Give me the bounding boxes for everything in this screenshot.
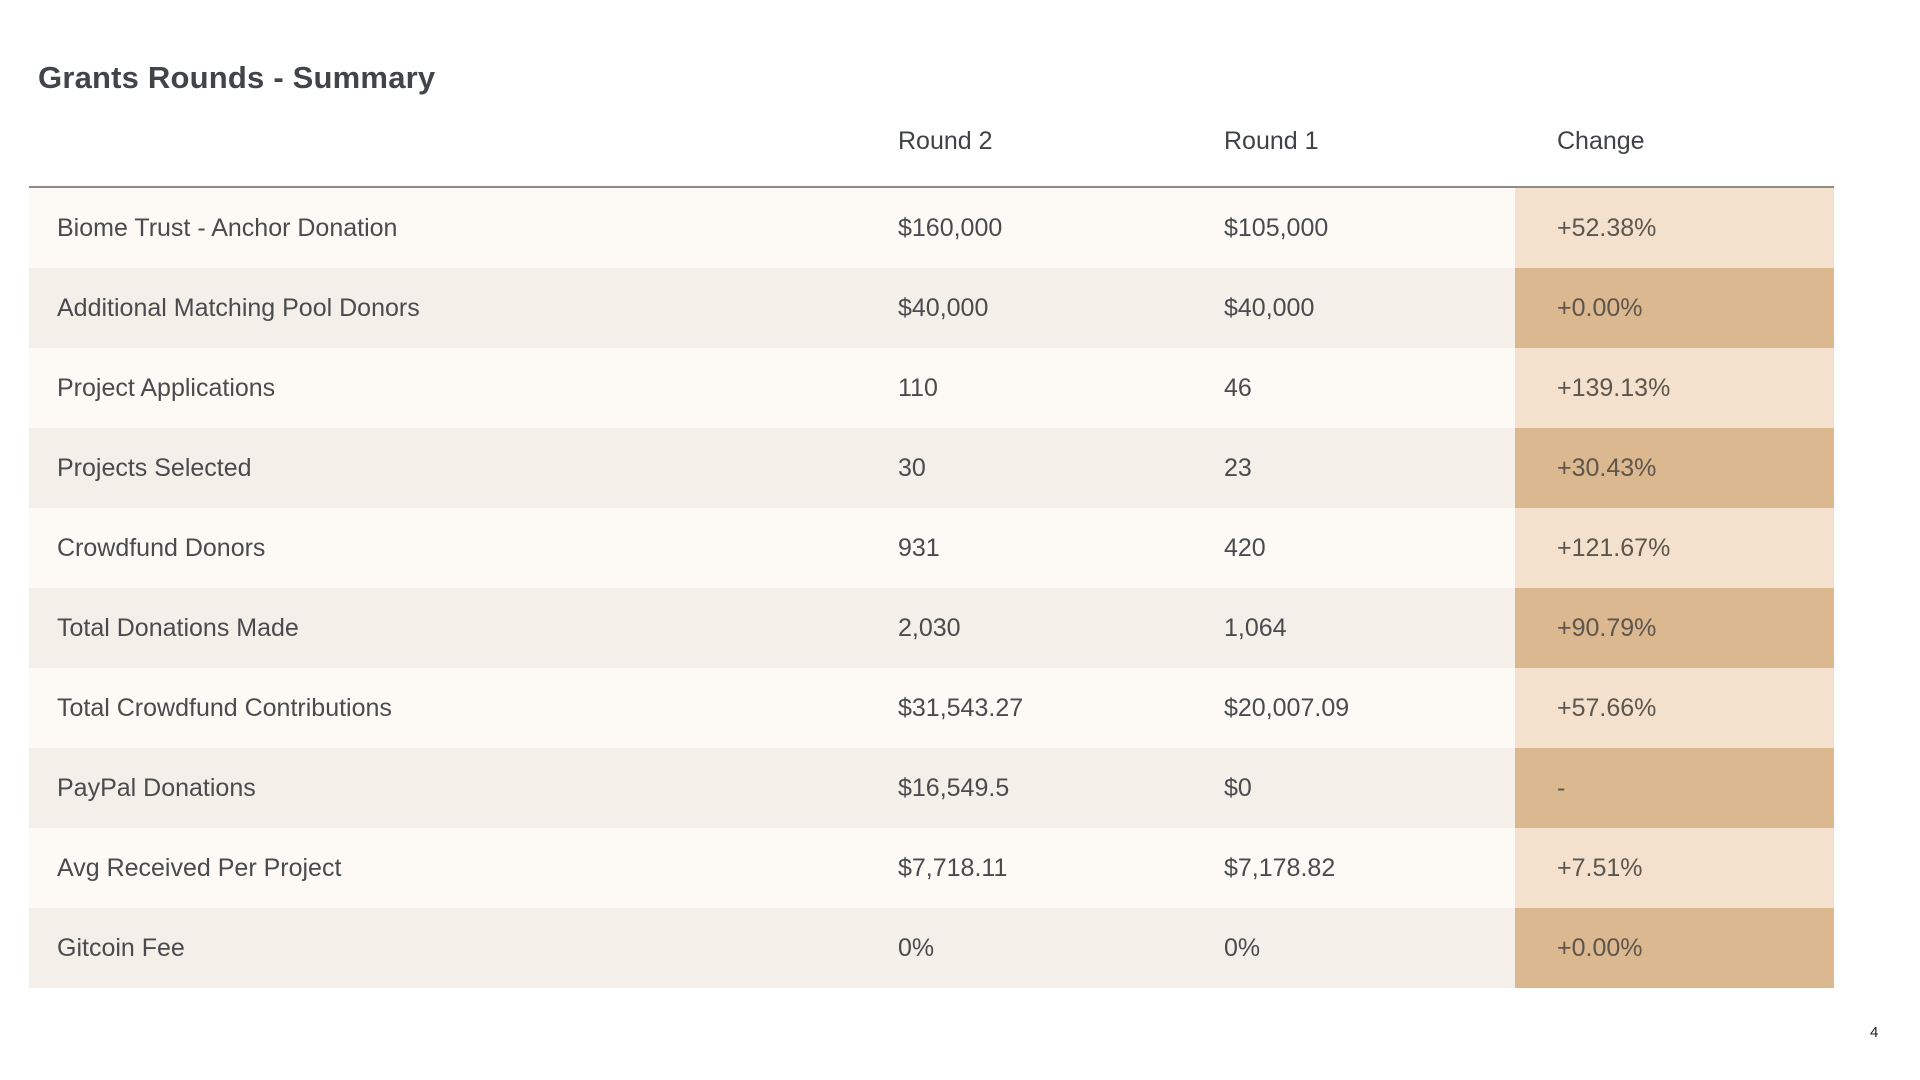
table-header-row: Round 2 Round 1 Change	[29, 96, 1834, 188]
table-row: Project Applications 110 46 +139.13%	[29, 348, 1834, 428]
table-body: Biome Trust - Anchor Donation $160,000 $…	[29, 188, 1834, 988]
change-value: +0.00%	[1515, 908, 1834, 988]
table-row: Total Donations Made 2,030 1,064 +90.79%	[29, 588, 1834, 668]
table-row: Additional Matching Pool Donors $40,000 …	[29, 268, 1834, 348]
row-label: Project Applications	[57, 373, 276, 402]
round1-value: 23	[1224, 453, 1252, 482]
round1-value: 420	[1224, 533, 1266, 562]
page-title: Grants Rounds - Summary	[38, 60, 436, 95]
round2-value: $160,000	[898, 213, 1003, 242]
round1-value: $20,007.09	[1224, 693, 1350, 722]
round1-value: 46	[1224, 373, 1252, 402]
table-row: PayPal Donations $16,549.5 $0 -	[29, 748, 1834, 828]
change-value: +57.66%	[1515, 668, 1834, 748]
table-row: Biome Trust - Anchor Donation $160,000 $…	[29, 188, 1834, 268]
row-label: Total Donations Made	[57, 613, 299, 642]
page-number: 4	[1870, 1024, 1879, 1041]
table-row: Gitcoin Fee 0% 0% +0.00%	[29, 908, 1834, 988]
change-value: +90.79%	[1515, 588, 1834, 668]
change-value: +7.51%	[1515, 828, 1834, 908]
table-row: Total Crowdfund Contributions $31,543.27…	[29, 668, 1834, 748]
row-label: PayPal Donations	[57, 773, 256, 802]
round2-value: 931	[898, 533, 940, 562]
round2-value: $16,549.5	[898, 773, 1010, 802]
row-label: Biome Trust - Anchor Donation	[57, 213, 398, 242]
table-row: Avg Received Per Project $7,718.11 $7,17…	[29, 828, 1834, 908]
row-label: Additional Matching Pool Donors	[57, 293, 420, 322]
round2-value: 30	[898, 453, 926, 482]
row-label: Total Crowdfund Contributions	[57, 693, 392, 722]
change-value: +30.43%	[1515, 428, 1834, 508]
round1-value: $40,000	[1224, 293, 1315, 322]
summary-table: Round 2 Round 1 Change Biome Trust - Anc…	[29, 96, 1834, 988]
table-row: Crowdfund Donors 931 420 +121.67%	[29, 508, 1834, 588]
round2-value: $40,000	[898, 293, 989, 322]
row-label: Crowdfund Donors	[57, 533, 266, 562]
column-header-round1: Round 1	[1224, 126, 1319, 155]
round2-value: $7,718.11	[898, 853, 1008, 882]
table-row: Projects Selected 30 23 +30.43%	[29, 428, 1834, 508]
row-label: Avg Received Per Project	[57, 853, 342, 882]
round1-value: 0%	[1224, 933, 1261, 962]
round2-value: $31,543.27	[898, 693, 1024, 722]
round2-value: 110	[898, 373, 938, 402]
round1-value: $7,178.82	[1224, 853, 1336, 882]
column-header-change: Change	[1557, 126, 1645, 155]
round1-value: $0	[1224, 773, 1252, 802]
change-value: +121.67%	[1515, 508, 1834, 588]
round2-value: 2,030	[898, 613, 961, 642]
round1-value: 1,064	[1224, 613, 1287, 642]
column-header-round2: Round 2	[898, 126, 993, 155]
row-label: Projects Selected	[57, 453, 252, 482]
change-value: +0.00%	[1515, 268, 1834, 348]
change-value: -	[1515, 748, 1834, 828]
row-label: Gitcoin Fee	[57, 933, 185, 962]
change-value: +52.38%	[1515, 188, 1834, 268]
round2-value: 0%	[898, 933, 935, 962]
change-value: +139.13%	[1515, 348, 1834, 428]
round1-value: $105,000	[1224, 213, 1329, 242]
